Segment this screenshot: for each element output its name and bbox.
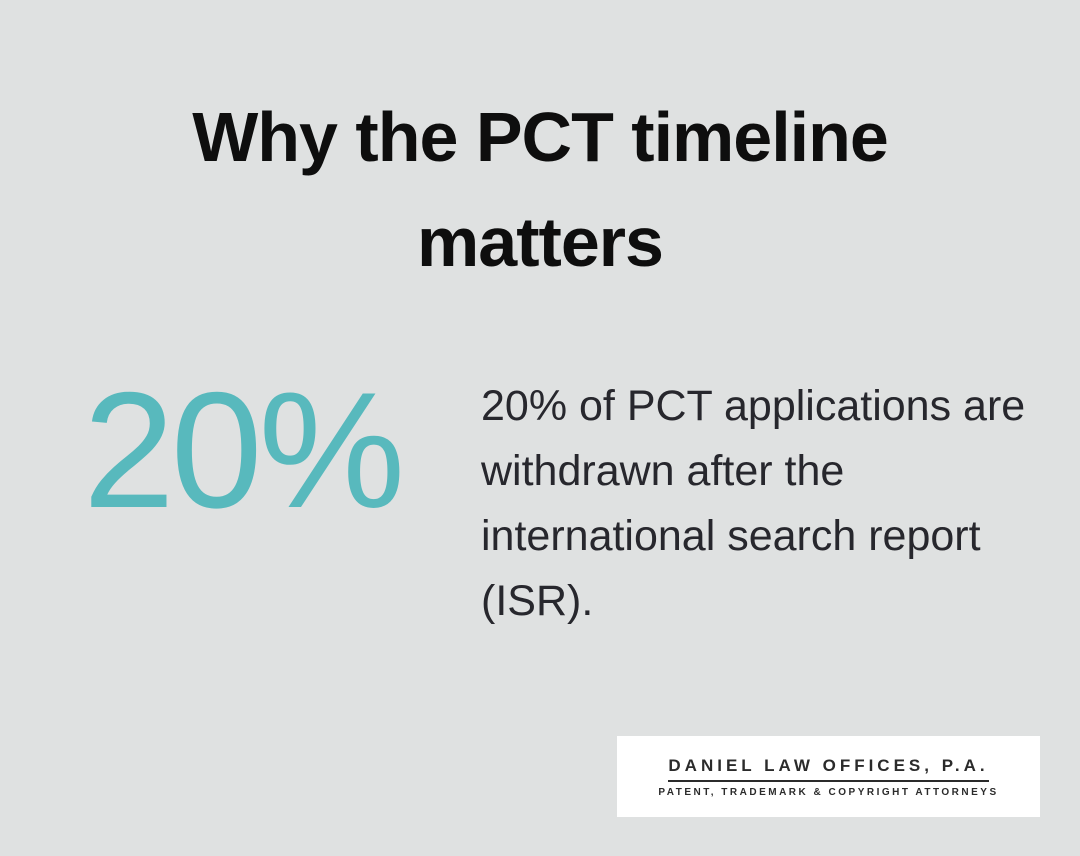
page-title-line-1: Why the PCT timeline: [192, 98, 889, 176]
page-title-line-2: matters: [417, 203, 664, 281]
logo-company-name: DANIEL LAW OFFICES, P.A.: [668, 756, 989, 782]
logo-tagline: PATENT, TRADEMARK & COPYRIGHT ATTORNEYS: [658, 786, 999, 798]
logo-box: DANIEL LAW OFFICES, P.A. PATENT, TRADEMA…: [617, 736, 1040, 817]
stat-value: 20%: [83, 358, 405, 542]
page-title: Why the PCT timeline matters: [0, 85, 1080, 295]
stat-description: 20% of PCT applications are withdrawn af…: [481, 382, 1026, 625]
